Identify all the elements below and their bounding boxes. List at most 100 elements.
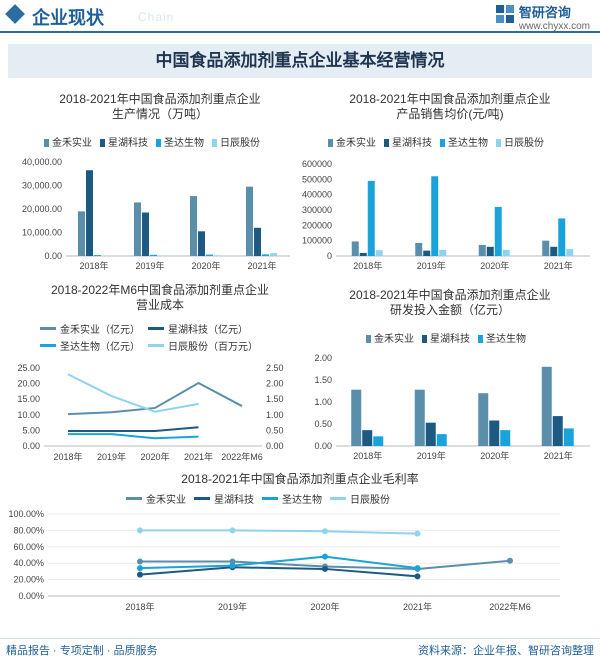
- legend-swatch: [148, 344, 164, 347]
- chart2-title-line2: 产品销售均价(元/吨): [396, 107, 504, 121]
- bar: [542, 240, 550, 256]
- y-tick-label: 0.50: [314, 419, 332, 429]
- bar: [150, 254, 157, 256]
- y-tick-label: 20.00%: [13, 575, 44, 585]
- bar: [486, 246, 494, 256]
- y-tick-label: 200000: [302, 220, 332, 230]
- y-tick-label: 100000: [302, 236, 332, 246]
- y-tick-label: 10,000.00: [22, 228, 62, 238]
- bar: [262, 254, 269, 256]
- series-line: [67, 373, 199, 413]
- chart4-legend: 金禾实业 星湖科技 圣达生物: [366, 330, 534, 345]
- data-point: [414, 565, 421, 572]
- legend-item: 日辰股份: [496, 134, 544, 149]
- x-tick-label: 2019年: [417, 450, 446, 461]
- data-point: [414, 530, 421, 537]
- legend-label: 圣达生物: [282, 495, 322, 506]
- legend-swatch: [478, 335, 483, 343]
- legend-item: 金禾实业: [366, 330, 414, 345]
- data-point: [322, 565, 328, 572]
- legend-item: 金禾实业: [328, 134, 376, 149]
- bar: [246, 186, 253, 256]
- y-tick-label: 20.00: [17, 379, 40, 389]
- legend-swatch: [262, 497, 278, 500]
- chart5-title: 2018-2021年中国食品添加剂重点企业毛利率: [0, 472, 600, 487]
- chart5-legend: 金禾实业 星湖科技 圣达生物 日辰股份: [126, 491, 398, 506]
- bar: [436, 434, 447, 446]
- chart1-title-line2: 生产情况（万吨）: [111, 107, 208, 121]
- bar: [362, 430, 373, 446]
- y-tick-label: 1.00: [314, 397, 332, 407]
- x-tick-label: 2018年: [353, 450, 382, 461]
- y-tick-label: 300000: [302, 205, 332, 215]
- bar: [489, 420, 500, 446]
- legend-label: 星湖科技: [214, 495, 254, 506]
- legend-label: 星湖科技: [430, 334, 470, 345]
- bar: [494, 206, 502, 256]
- bar: [431, 176, 439, 256]
- x-tick-label: 2020年: [191, 260, 220, 271]
- chart2-title-line1: 2018-2021年中国食品添加剂重点企业: [349, 92, 551, 106]
- diamond-icon: [5, 4, 25, 24]
- bar: [558, 218, 566, 256]
- legend-swatch: [156, 139, 161, 147]
- bar: [478, 393, 489, 446]
- x-tick-label: 2020年: [310, 601, 339, 612]
- legend-swatch: [148, 327, 164, 330]
- chart4-title-line1: 2018-2021年中国食品添加剂重点企业: [349, 288, 551, 302]
- bar: [552, 416, 563, 446]
- y-tick-label: 80.00%: [13, 525, 44, 535]
- x-tick-label: 2020年: [140, 451, 169, 462]
- legend-swatch: [126, 497, 142, 500]
- section-title: 企业现状: [32, 8, 104, 28]
- bar: [550, 246, 558, 256]
- y-tick-label: 60.00%: [13, 542, 44, 552]
- legend-label: 日辰股份: [220, 138, 260, 149]
- legend-label: 日辰股份: [350, 495, 390, 506]
- legend-item: 日辰股份: [212, 134, 260, 149]
- bar: [351, 241, 359, 256]
- legend-item: 日辰股份（百万元）: [148, 339, 258, 356]
- chart5-margin-line: 0.00% 20.00% 40.00% 60.00% 80.00% 100.00% 2018…: [8, 509, 560, 612]
- x-tick-label: 2019年: [135, 260, 164, 271]
- chart4-title-line2: 研发投入金额（亿元）: [389, 303, 510, 317]
- bar: [375, 250, 383, 256]
- legend-swatch: [40, 327, 56, 330]
- legend-swatch: [212, 139, 217, 147]
- legend-swatch: [496, 139, 501, 147]
- bar: [541, 366, 552, 446]
- y-tick-label: 0.00: [44, 251, 62, 261]
- legend-item: 星湖科技: [100, 134, 148, 149]
- legend-item: 圣达生物: [156, 134, 204, 149]
- data-point: [229, 527, 236, 534]
- bar: [423, 250, 431, 256]
- x-tick-label: 2021年: [403, 601, 432, 612]
- y-tick-label: 2.00: [314, 353, 332, 363]
- chart2-title: 2018-2021年中国食品添加剂重点企业 产品销售均价(元/吨): [300, 92, 600, 122]
- chart1-production-bar: 0.00 10,000.00 20,000.00 30,000.00 40,000.00…: [22, 157, 290, 271]
- y-tick-label: 400000: [302, 190, 332, 200]
- bar: [158, 255, 165, 256]
- x-tick-label: 2020年: [480, 260, 509, 271]
- x-tick-label: 2019年: [218, 601, 247, 612]
- data-point: [507, 557, 513, 564]
- y-tick-label: 40,000.00: [22, 157, 62, 167]
- bar: [254, 227, 261, 256]
- footer-source: 资料来源：企业年报、智研咨询整理: [418, 645, 594, 657]
- y-tick-label: 25.00: [17, 363, 40, 373]
- series-line: [139, 566, 418, 578]
- brand-name: 智研咨询: [518, 5, 571, 20]
- bar: [78, 211, 85, 256]
- legend-label: 星湖科技: [108, 138, 148, 149]
- brand: 智研咨询 www.chyxx.com: [495, 2, 590, 32]
- bar: [566, 249, 574, 256]
- chart4-rnd-bar: 0.00 0.50 1.00 1.50 2.00 2018年 2019年 2020年 2021年: [314, 353, 590, 461]
- y-tick-label: 0.00%: [18, 591, 44, 601]
- bar: [502, 249, 510, 256]
- bar: [206, 254, 213, 256]
- data-point: [229, 562, 236, 569]
- legend-item: 圣达生物: [262, 491, 322, 506]
- chart4-title: 2018-2021年中国食品添加剂重点企业 研发投入金额（亿元）: [300, 288, 600, 318]
- chart3-cost-line: 0.00 5.00 10.00 15.00 20.00 25.00 0.00 0.50 1.00…: [17, 363, 283, 462]
- legend-label: 金禾实业: [374, 334, 414, 345]
